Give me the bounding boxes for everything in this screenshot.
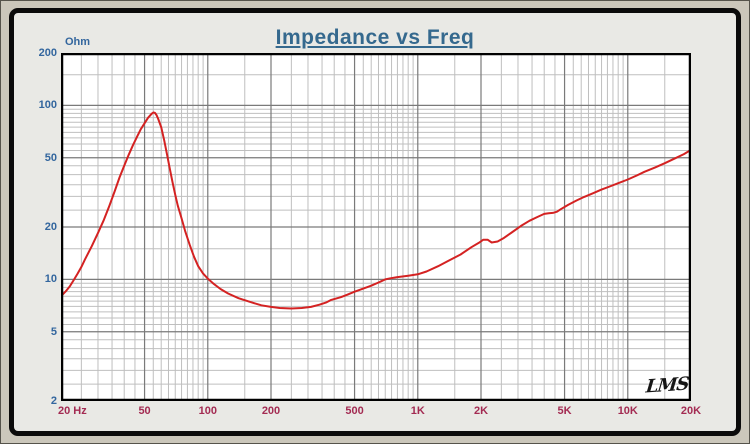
impedance-curve-chart: [61, 53, 691, 401]
x-tick-label: 50: [138, 405, 151, 417]
x-tick-label: 1K: [410, 405, 425, 417]
x-tick-label: 500: [345, 405, 364, 417]
x-tick-label: 200: [261, 405, 281, 417]
lms-logo: LMS: [644, 373, 690, 398]
x-tick-label: 5K: [557, 405, 572, 417]
y-tick-label: 2: [50, 395, 57, 407]
x-tick-label: 20K: [680, 405, 702, 417]
y-tick-label: 20: [44, 221, 57, 233]
y-tick-label: 50: [44, 151, 57, 164]
x-tick-label: 20 Hz: [58, 405, 87, 417]
x-tick-label: 10K: [617, 405, 638, 417]
y-tick-label: 100: [38, 99, 57, 112]
y-tick-label: 200: [38, 47, 57, 59]
impedance-curve: [61, 111, 691, 310]
page-title: Impedance vs Freq: [275, 26, 475, 49]
y-axis-unit-label: Ohm: [65, 36, 91, 48]
plot-border: [61, 53, 691, 401]
y-tick-label: 10: [44, 273, 57, 286]
x-tick-label: 100: [198, 405, 217, 417]
y-tick-label: 5: [50, 325, 57, 338]
plot-area: [61, 53, 691, 401]
x-tick-label: 2K: [473, 405, 489, 417]
